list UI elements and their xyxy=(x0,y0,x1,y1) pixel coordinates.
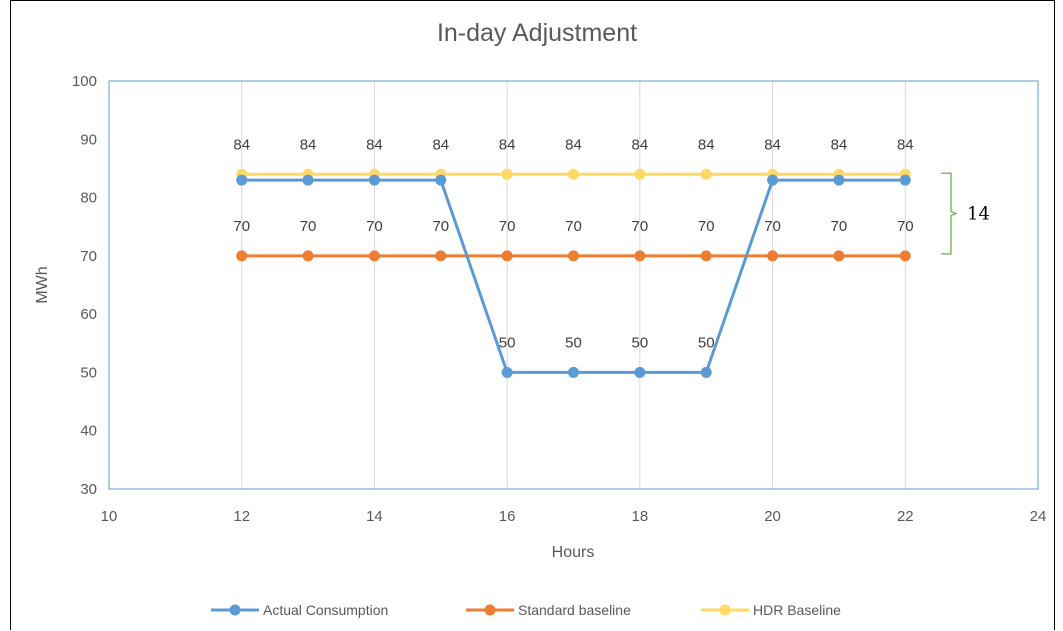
data-point xyxy=(833,174,845,186)
y-tick-label: 40 xyxy=(80,423,97,440)
legend-label: HDR Baseline xyxy=(753,602,841,618)
series-2 xyxy=(236,168,911,180)
data-point xyxy=(368,250,380,262)
data-point xyxy=(501,250,513,262)
line-chart: In-day Adjustment 10 12 14 16 18 20 22 24 30 40 5… xyxy=(34,19,1047,618)
y-tick-label: 60 xyxy=(80,306,97,323)
data-point xyxy=(568,366,579,378)
data-label: 70 xyxy=(432,218,449,235)
data-label: 84 xyxy=(432,136,449,153)
data-label: 70 xyxy=(300,218,317,235)
y-tick-label: 30 xyxy=(80,481,97,498)
legend-item: Actual Consumption xyxy=(211,602,388,618)
data-point xyxy=(899,250,911,262)
data-label: 50 xyxy=(698,334,715,351)
data-point xyxy=(767,174,779,186)
data-label: 70 xyxy=(233,218,250,235)
data-point xyxy=(634,366,646,378)
data-label: 70 xyxy=(632,218,649,235)
y-axis-title: MWh xyxy=(34,266,51,303)
legend-item: Standard baseline xyxy=(466,602,631,618)
legend-label: Standard baseline xyxy=(518,602,631,618)
data-point xyxy=(302,250,314,262)
legend-label: Actual Consumption xyxy=(263,602,388,618)
legend-item: HDR Baseline xyxy=(701,602,841,618)
data-point xyxy=(368,174,380,186)
data-label: 70 xyxy=(831,218,848,235)
difference-label: 14 xyxy=(967,204,990,225)
series-group xyxy=(236,168,911,378)
data-label: 84 xyxy=(366,136,383,153)
x-tick-label: 24 xyxy=(1030,508,1047,525)
data-label: 50 xyxy=(499,334,516,351)
y-tick-label: 100 xyxy=(72,73,97,90)
bracket xyxy=(941,172,958,255)
data-point xyxy=(634,168,646,180)
data-label: 70 xyxy=(499,218,516,235)
data-label: 70 xyxy=(698,218,715,235)
data-point xyxy=(899,174,911,186)
legend-marker xyxy=(484,604,496,616)
data-point xyxy=(700,168,712,180)
data-point xyxy=(501,366,513,378)
chart-frame: In-day Adjustment 10 12 14 16 18 20 22 24 30 40 5… xyxy=(10,0,1055,630)
legend-marker xyxy=(229,604,241,616)
data-labels: 50 50 50 50 70 70 70 70 70 70 70 70 70 70 70 84 84 84 84 84… xyxy=(233,136,913,351)
x-axis-tick-labels: 10 12 14 16 18 20 22 24 xyxy=(101,508,1047,525)
x-tick-label: 22 xyxy=(897,508,914,525)
data-point xyxy=(634,250,646,262)
data-label: 70 xyxy=(897,218,914,235)
data-label: 84 xyxy=(499,136,516,153)
data-label: 84 xyxy=(764,136,781,153)
data-label: 84 xyxy=(698,136,715,153)
data-label: 70 xyxy=(366,218,383,235)
legend: Actual Consumption Standard baseline HDR B… xyxy=(211,602,841,618)
data-label: 84 xyxy=(897,136,914,153)
series-0 xyxy=(236,174,911,378)
y-tick-label: 90 xyxy=(80,131,97,148)
legend-marker xyxy=(719,604,731,616)
x-tick-label: 10 xyxy=(101,508,118,525)
data-point xyxy=(700,250,712,262)
data-point xyxy=(767,250,779,262)
x-axis-title: Hours xyxy=(552,544,595,561)
y-tick-label: 50 xyxy=(80,364,97,381)
data-point xyxy=(236,174,248,186)
y-tick-label: 70 xyxy=(80,248,97,265)
data-label: 50 xyxy=(565,334,582,351)
data-label: 84 xyxy=(831,136,848,153)
data-point xyxy=(501,168,513,180)
x-tick-label: 16 xyxy=(499,508,516,525)
data-point xyxy=(700,366,712,378)
data-label: 84 xyxy=(300,136,317,153)
data-label: 84 xyxy=(632,136,649,153)
x-tick-label: 18 xyxy=(632,508,649,525)
x-tick-label: 14 xyxy=(366,508,383,525)
plot-area-border xyxy=(108,80,1039,490)
data-label: 50 xyxy=(632,334,649,351)
data-point xyxy=(568,250,579,262)
x-tick-label: 20 xyxy=(764,508,781,525)
data-point xyxy=(302,174,314,186)
data-point xyxy=(833,250,845,262)
data-point xyxy=(236,250,248,262)
data-label: 84 xyxy=(233,136,250,153)
data-label: 70 xyxy=(565,218,582,235)
x-tick-label: 12 xyxy=(233,508,250,525)
data-label: 84 xyxy=(565,136,582,153)
data-point xyxy=(568,168,579,180)
y-axis-tick-labels: 30 40 50 60 70 80 90 100 xyxy=(72,73,97,498)
data-label: 70 xyxy=(764,218,781,235)
y-tick-label: 80 xyxy=(80,190,97,207)
data-point xyxy=(435,250,447,262)
chart-title: In-day Adjustment xyxy=(437,19,637,47)
series-1 xyxy=(236,250,911,262)
data-point xyxy=(435,174,447,186)
gridlines xyxy=(241,81,906,489)
difference-annotation: 14 xyxy=(941,172,990,255)
